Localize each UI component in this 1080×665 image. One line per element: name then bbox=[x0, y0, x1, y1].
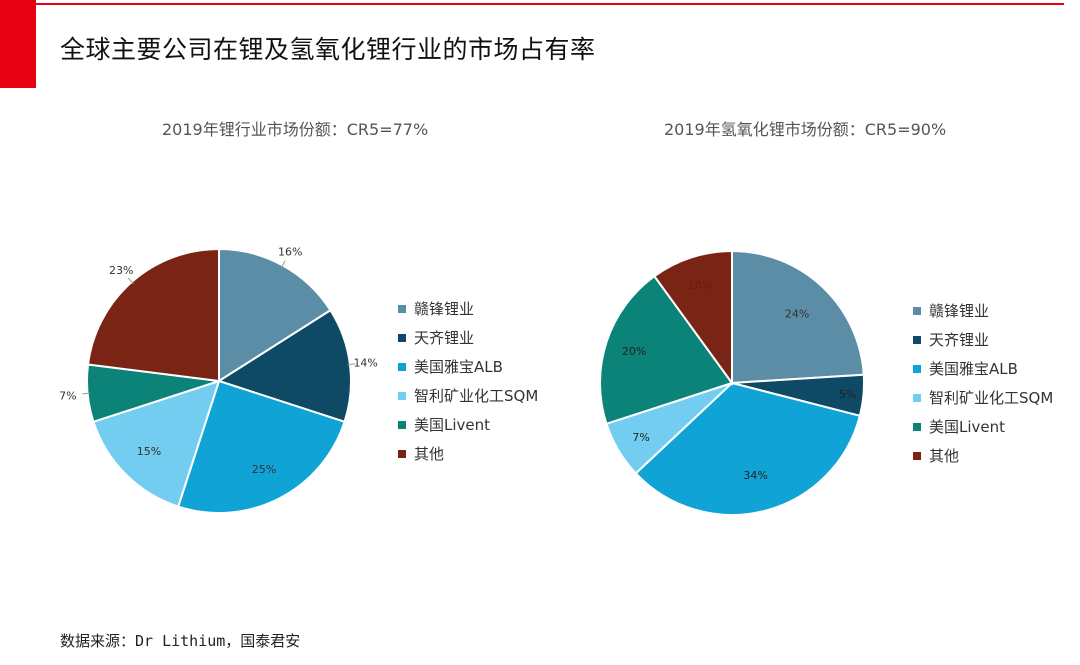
legend-label: 美国Livent bbox=[929, 418, 1006, 436]
legend-item-lithium-4: 美国Livent bbox=[398, 410, 538, 439]
legend-item-hydroxide-5: 其他 bbox=[913, 441, 1053, 470]
legend-item-hydroxide-0: 赣锋锂业 bbox=[913, 296, 1053, 325]
legend-label: 天齐锂业 bbox=[929, 331, 990, 349]
legend-lithium: 赣锋锂业天齐锂业美国雅宝ALB 智利矿业化工SQM 美国Livent 其他 bbox=[398, 294, 538, 468]
page-title: 全球主要公司在锂及氢氧化锂行业的市场占有率 bbox=[60, 35, 596, 64]
pie-label-lithium-0: 16% bbox=[278, 245, 302, 258]
legend-item-hydroxide-1: 天齐锂业 bbox=[913, 325, 1053, 354]
pie-slice-lithium-5 bbox=[86, 247, 220, 383]
pie-label-lithium-1: 14% bbox=[353, 356, 377, 369]
pie-label-lithium-3: 15% bbox=[137, 445, 161, 458]
legend-label: 赣锋锂业 bbox=[414, 300, 475, 318]
pie-slice-hydroxide-5 bbox=[653, 249, 733, 387]
legend-label: 美国Livent bbox=[414, 416, 491, 434]
leader-line-lithium-4 bbox=[82, 392, 91, 395]
legend-swatch bbox=[398, 362, 406, 371]
legend-item-hydroxide-3: 智利矿业化工SQM bbox=[913, 383, 1053, 412]
pie-slice-lithium-2 bbox=[176, 379, 346, 514]
pie-label-lithium-5: 23% bbox=[109, 264, 133, 277]
legend-lithium-hydroxide: 赣锋锂业天齐锂业美国雅宝ALB 智利矿业化工SQM 美国Livent 其他 bbox=[913, 296, 1053, 470]
pie-slice-hydroxide-4 bbox=[599, 274, 734, 426]
pie-label-hydroxide-1: 5% bbox=[839, 388, 856, 401]
legend-item-lithium-0: 赣锋锂业 bbox=[398, 294, 538, 323]
legend-label: 天齐锂业 bbox=[414, 329, 475, 347]
legend-item-lithium-2: 美国雅宝ALB bbox=[398, 352, 538, 381]
legend-swatch bbox=[913, 306, 921, 315]
legend-label: 美国雅宝ALB bbox=[414, 358, 503, 376]
leader-line-lithium-0 bbox=[280, 260, 286, 268]
pie-label-hydroxide-2: 34% bbox=[743, 469, 767, 482]
chart-title-lithium-hydroxide: 2019年氢氧化锂市场份额：CR5=90% bbox=[664, 120, 947, 139]
legend-swatch bbox=[913, 393, 921, 402]
title-accent-block bbox=[0, 0, 36, 88]
legend-item-lithium-3: 智利矿业化工SQM bbox=[398, 381, 538, 410]
legend-label: 智利矿业化工SQM bbox=[414, 387, 539, 405]
legend-label: 其他 bbox=[929, 447, 960, 465]
legend-label: 其他 bbox=[414, 445, 445, 463]
top-accent-line bbox=[36, 3, 1064, 5]
legend-item-lithium-1: 天齐锂业 bbox=[398, 323, 538, 352]
legend-label: 美国雅宝ALB bbox=[929, 360, 1018, 378]
leader-line-lithium-5 bbox=[127, 277, 134, 285]
pie-label-hydroxide-5: 10% bbox=[688, 279, 712, 292]
pie-label-lithium-4: 7% bbox=[59, 389, 76, 402]
legend-swatch bbox=[913, 364, 921, 373]
chart-title-lithium: 2019年锂行业市场份额：CR5=77% bbox=[162, 120, 429, 139]
pie-slice-hydroxide-0 bbox=[731, 249, 865, 385]
legend-swatch bbox=[398, 333, 406, 342]
leader-line-lithium-1 bbox=[347, 363, 356, 366]
pie-label-lithium-2: 25% bbox=[252, 463, 276, 476]
pie-slice-hydroxide-2 bbox=[634, 381, 862, 516]
legend-swatch bbox=[913, 335, 921, 344]
legend-item-hydroxide-2: 美国雅宝ALB bbox=[913, 354, 1053, 383]
legend-swatch bbox=[398, 449, 406, 458]
legend-item-lithium-5: 其他 bbox=[398, 439, 538, 468]
legend-swatch bbox=[398, 420, 406, 429]
legend-swatch bbox=[913, 422, 921, 431]
legend-swatch bbox=[398, 391, 406, 400]
legend-label: 赣锋锂业 bbox=[929, 302, 990, 320]
pie-label-hydroxide-3: 7% bbox=[632, 431, 649, 444]
legend-swatch bbox=[913, 451, 921, 460]
legend-swatch bbox=[398, 304, 406, 313]
pie-label-hydroxide-4: 20% bbox=[622, 345, 646, 358]
legend-label: 智利矿业化工SQM bbox=[929, 389, 1054, 407]
data-source: 数据来源：Dr Lithium，国泰君安 bbox=[60, 632, 301, 650]
pie-label-hydroxide-0: 24% bbox=[785, 308, 809, 321]
legend-item-hydroxide-4: 美国Livent bbox=[913, 412, 1053, 441]
